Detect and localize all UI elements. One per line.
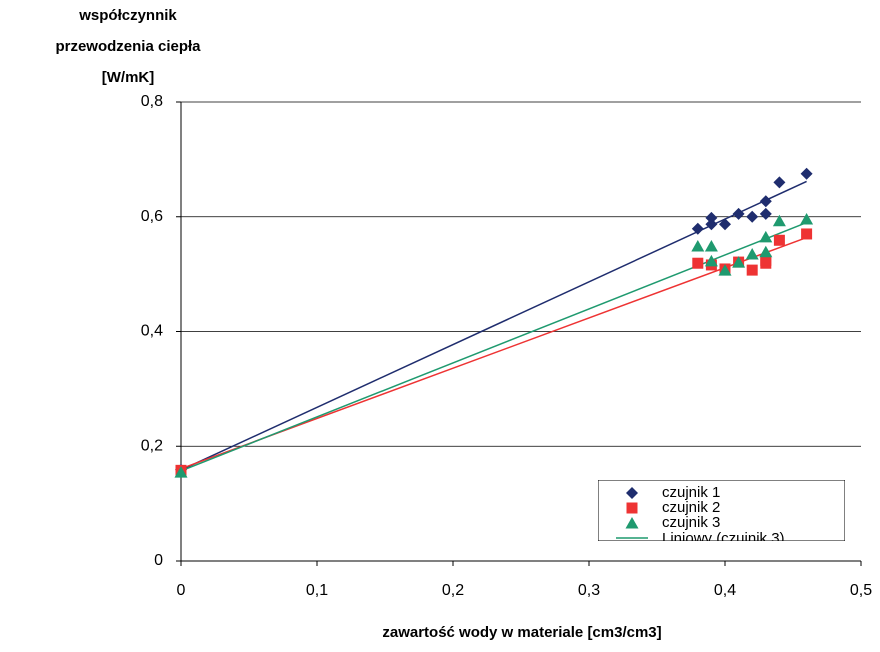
point — [174, 466, 188, 478]
point — [759, 245, 773, 258]
point — [704, 254, 718, 267]
x-tick-label: 0,3 — [578, 582, 600, 599]
point — [773, 234, 785, 246]
point — [773, 176, 786, 189]
y-tick-label: 0,2 — [141, 437, 163, 454]
point — [691, 240, 705, 252]
x-tick-label: 0,1 — [306, 582, 328, 599]
point — [719, 218, 731, 231]
y-tick-label: 0 — [154, 552, 163, 569]
x-tick-label: 0,5 — [850, 582, 872, 599]
y-tick-label: 0,4 — [141, 323, 163, 340]
point — [732, 256, 746, 268]
point — [759, 230, 773, 243]
x-tick-label: 0,4 — [714, 582, 736, 599]
point — [800, 167, 813, 180]
point — [759, 207, 772, 220]
point — [772, 214, 786, 227]
y-tick-label: 0,8 — [141, 93, 163, 110]
legend-marker — [626, 502, 638, 514]
y-tick-label: 0,6 — [141, 208, 163, 225]
x-tick-label: 0,2 — [442, 582, 464, 599]
point — [745, 248, 759, 260]
point — [692, 257, 704, 269]
legend-marker — [626, 487, 638, 499]
point — [746, 210, 759, 223]
legend-label: czujnik 2 — [662, 499, 720, 516]
point — [760, 254, 772, 266]
legend-label: Liniowy (czujnik 3) — [662, 530, 785, 547]
legend-label: czujnik 1 — [662, 484, 720, 501]
x-axis-label: zawartość wody w materiale [cm3/cm3] — [382, 624, 661, 641]
point — [705, 211, 718, 224]
point — [800, 213, 814, 225]
point — [705, 218, 718, 231]
point — [759, 195, 772, 208]
point — [801, 228, 813, 240]
y-axis-label: współczynnik — [78, 7, 177, 24]
x-tick-label: 0 — [177, 582, 186, 599]
legend-label: czujnik 3 — [662, 514, 720, 531]
point — [691, 222, 704, 235]
legend-box — [598, 480, 845, 541]
point — [746, 264, 758, 276]
legend-marker — [625, 517, 639, 529]
y-axis-label: przewodzenia ciepła — [55, 38, 201, 55]
y-axis-label: [W/mK] — [102, 69, 155, 86]
point — [718, 264, 732, 276]
point — [732, 207, 745, 220]
point — [704, 240, 718, 252]
